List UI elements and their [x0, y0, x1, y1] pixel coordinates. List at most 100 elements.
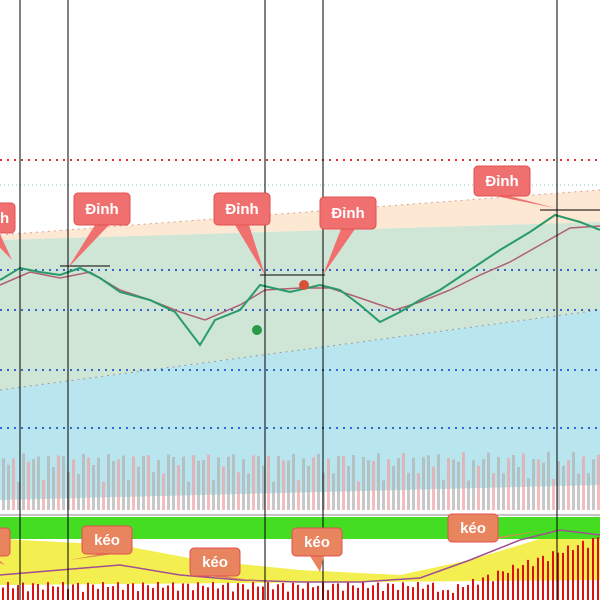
- pull-label: kéo: [202, 554, 228, 571]
- osc-bar: [442, 590, 444, 600]
- osc-bar: [407, 586, 409, 600]
- volume-bar: [417, 473, 420, 510]
- volume-bar: [307, 466, 310, 510]
- osc-bar: [162, 587, 164, 600]
- volume-bar: [527, 478, 530, 510]
- osc-bar: [187, 583, 189, 600]
- volume-bar: [277, 456, 280, 510]
- volume-bar: [282, 460, 285, 510]
- osc-bar: [107, 587, 109, 600]
- osc-bar: [97, 588, 99, 600]
- osc-bar: [397, 589, 399, 600]
- callout-pointer: [68, 225, 109, 268]
- volume-bar: [147, 455, 150, 510]
- callout-box: [291, 527, 343, 557]
- peak-label: Đỉnh: [485, 173, 518, 190]
- osc-bar: [52, 586, 54, 600]
- volume-bar: [327, 458, 330, 510]
- osc-bar: [47, 582, 49, 600]
- callout-pointer: [70, 554, 114, 560]
- osc-bar: [277, 584, 279, 600]
- volume-bar: [487, 452, 490, 510]
- volume-bar: [342, 455, 345, 510]
- osc-bar: [227, 582, 229, 600]
- osc-bar: [292, 582, 294, 600]
- osc-bar: [592, 538, 594, 600]
- volume-bar: [427, 455, 430, 510]
- pull-label: kéo: [304, 534, 330, 551]
- osc-bar: [542, 555, 544, 600]
- osc-bar: [377, 582, 379, 600]
- osc-bar: [237, 583, 239, 600]
- volume-bar: [232, 454, 235, 510]
- osc-bar: [332, 583, 334, 600]
- volume-bar: [502, 473, 505, 510]
- volume-bar: [202, 459, 205, 510]
- peach-band: [0, 190, 600, 240]
- osc-bar: [287, 591, 289, 600]
- volume-bar: [317, 453, 320, 510]
- volume-bar: [572, 452, 575, 510]
- volume-bar: [557, 461, 560, 510]
- callout-pointer: [0, 234, 12, 260]
- callout-box: [447, 513, 499, 543]
- volume-bar: [402, 453, 405, 510]
- osc-bar: [462, 587, 464, 600]
- peak-label: Đỉnh: [225, 201, 258, 218]
- osc-bar: [77, 582, 79, 600]
- volume-bar: [312, 457, 315, 510]
- volume-bar: [472, 460, 475, 510]
- osc-bar: [467, 584, 469, 600]
- callout-pointer: [495, 196, 555, 208]
- osc-bar: [367, 587, 369, 600]
- osc-bars: [2, 537, 599, 600]
- volume-bar: [22, 453, 25, 510]
- volume-bar: [372, 461, 375, 510]
- volume-bar: [47, 455, 50, 510]
- volume-bar: [467, 480, 470, 510]
- volume-bar: [7, 464, 10, 510]
- osc-bar: [357, 587, 359, 600]
- osc-bar: [487, 574, 489, 600]
- volume: [2, 451, 600, 510]
- volume-bar: [267, 455, 270, 510]
- volume-bar: [482, 459, 485, 510]
- osc-bar: [422, 588, 424, 600]
- volume-bar: [442, 479, 445, 510]
- volume-bar: [57, 455, 60, 510]
- pull-label: kéo: [460, 520, 486, 537]
- callout-pointer: [235, 225, 265, 275]
- volume-bar: [262, 465, 265, 510]
- volume-bar: [62, 456, 65, 510]
- volume-bar: [107, 454, 110, 510]
- osc-bar: [537, 557, 539, 600]
- volume-bar: [257, 456, 260, 510]
- osc-bar: [32, 583, 34, 600]
- volume-bar: [187, 481, 190, 510]
- osc-bar: [347, 582, 349, 600]
- volume-bar: [347, 466, 350, 510]
- osc-bar: [432, 582, 434, 600]
- volume-bar: [352, 455, 355, 510]
- osc-bar: [127, 583, 129, 600]
- volume-bar: [197, 460, 200, 510]
- osc-bar: [387, 583, 389, 600]
- osc-bar: [477, 584, 479, 600]
- osc-bar: [147, 585, 149, 600]
- osc-bar: [72, 584, 74, 600]
- osc-bar: [512, 564, 514, 600]
- osc-bar: [92, 584, 94, 600]
- osc-bar: [17, 585, 19, 600]
- volume-bar: [497, 457, 500, 510]
- osc-bar: [252, 582, 254, 600]
- osc-bar: [7, 582, 9, 600]
- volume-bar: [27, 461, 30, 510]
- volume-bar: [542, 462, 545, 510]
- osc-bar: [492, 581, 494, 600]
- volume-bar: [362, 456, 365, 510]
- osc-bar: [222, 584, 224, 600]
- volume-bar: [287, 460, 290, 510]
- volume-bar: [247, 473, 250, 510]
- osc-bar: [372, 585, 374, 600]
